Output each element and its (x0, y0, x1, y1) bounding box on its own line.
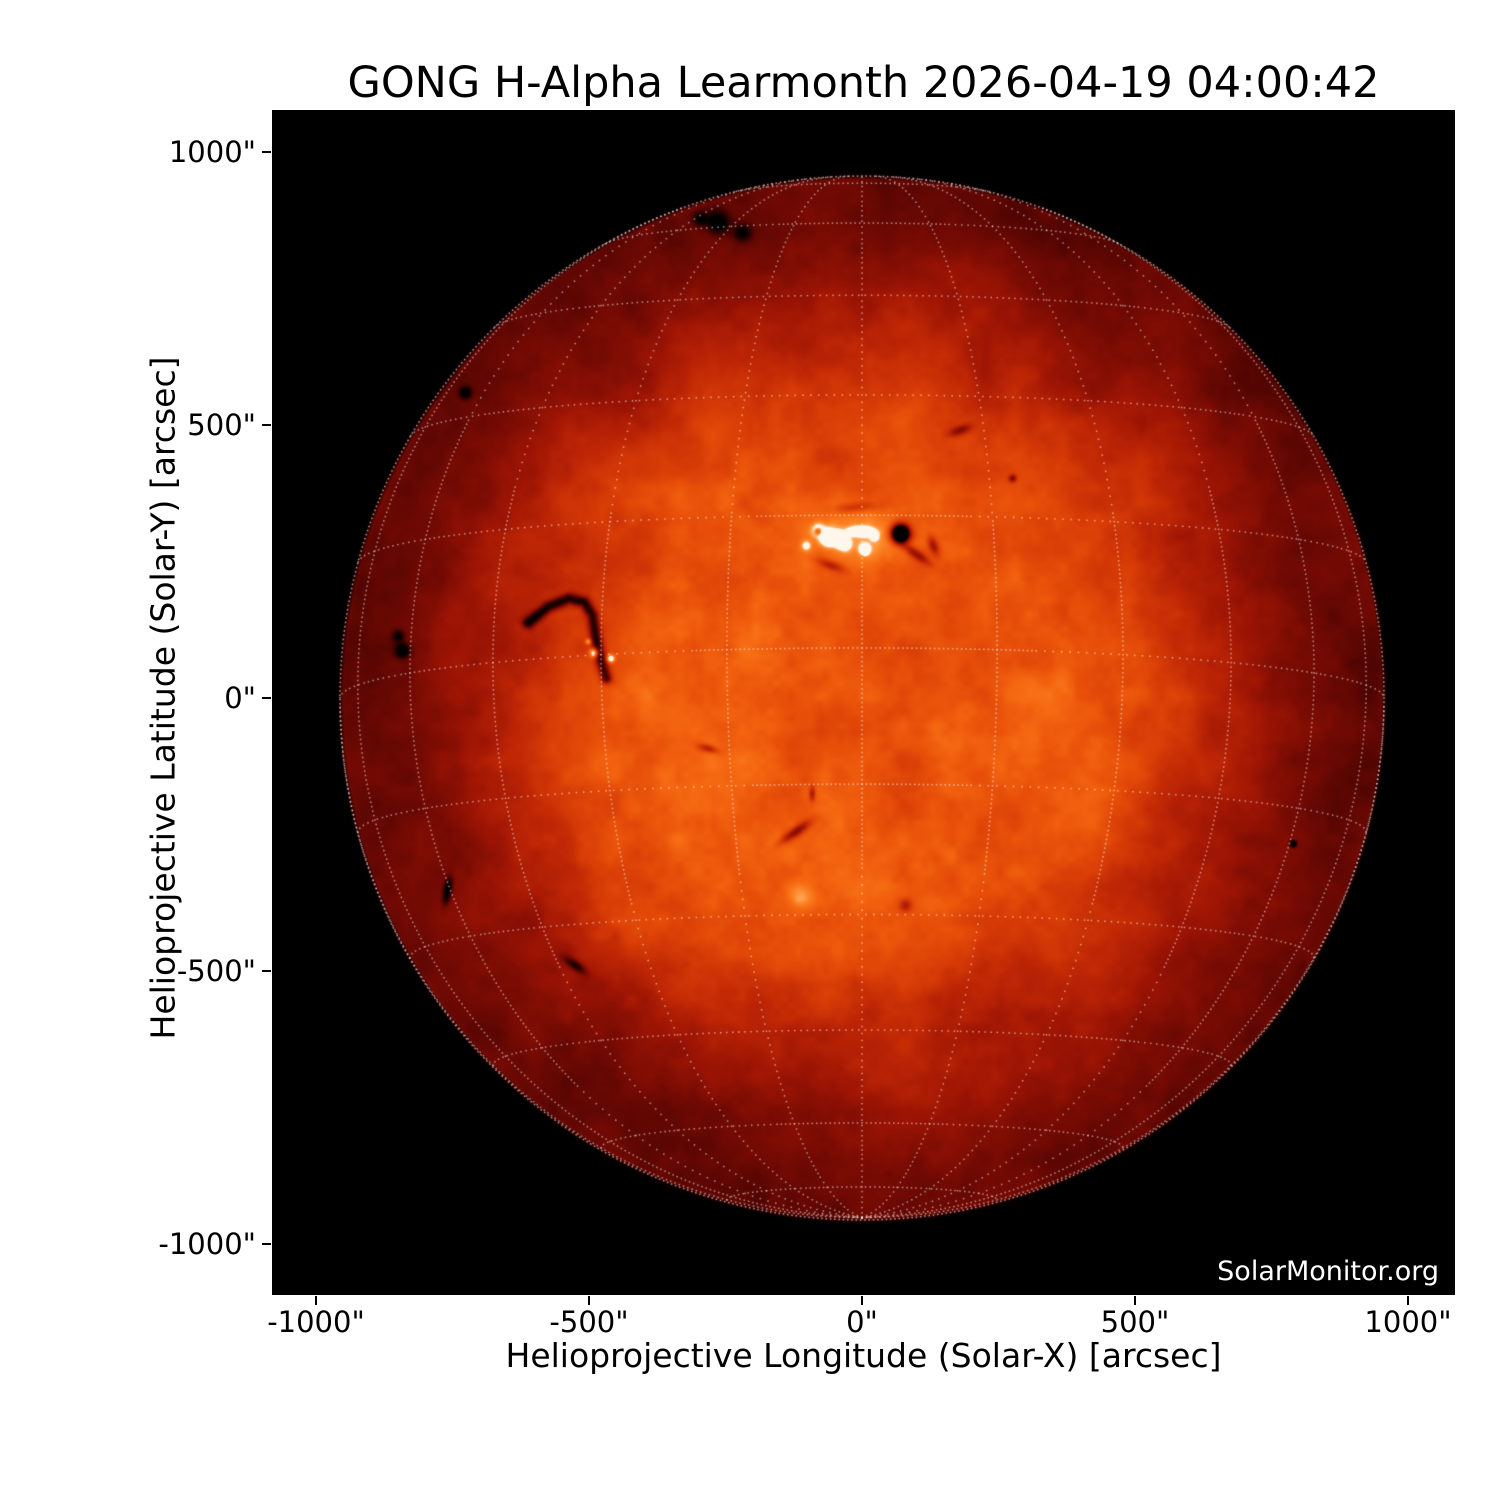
y-tick-label: 500" (187, 408, 256, 442)
y-tick-mark (262, 424, 271, 426)
y-tick-label: 1000" (168, 135, 256, 169)
x-tick-mark (1134, 1296, 1136, 1305)
y-tick-mark (262, 1243, 271, 1245)
x-tick-mark (588, 1296, 590, 1305)
x-tick-label: 0" (846, 1305, 878, 1339)
x-tick-label: -500" (549, 1305, 629, 1339)
figure-title: GONG H-Alpha Learmonth 2026-04-19 04:00:… (347, 58, 1380, 108)
x-tick-label: 500" (1100, 1305, 1170, 1339)
solar-disk-image (272, 110, 1455, 1295)
x-tick-mark (315, 1296, 317, 1305)
y-axis-label: Helioprojective Latitude (Solar-Y) [arcs… (143, 356, 183, 1040)
y-tick-mark (262, 970, 271, 972)
x-tick-mark (1407, 1296, 1409, 1305)
y-tick-mark (262, 151, 271, 153)
x-tick-label: 1000" (1364, 1305, 1452, 1339)
y-tick-mark (262, 697, 271, 699)
y-tick-label: 0" (224, 681, 256, 715)
y-tick-label: -1000" (158, 1227, 256, 1261)
x-axis-label: Helioprojective Longitude (Solar-X) [arc… (505, 1336, 1222, 1375)
plot-area: SolarMonitor.org (272, 110, 1455, 1295)
y-tick-label: -500" (176, 954, 256, 988)
x-tick-mark (861, 1296, 863, 1305)
watermark: SolarMonitor.org (1217, 1256, 1439, 1287)
x-tick-label: -1000" (267, 1305, 365, 1339)
